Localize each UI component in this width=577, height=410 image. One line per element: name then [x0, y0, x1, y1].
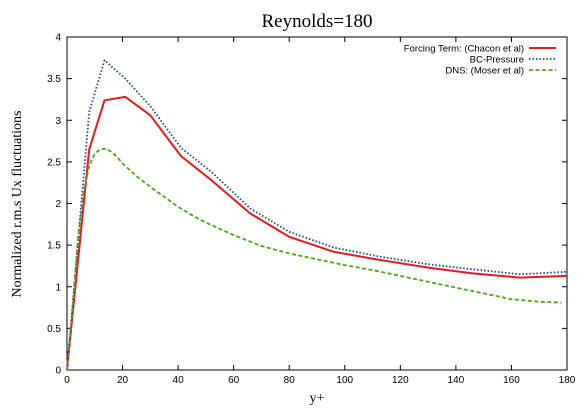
- chart-title: Reynolds=180: [262, 11, 373, 32]
- axis-ticks: 0 20 40 60 80 100 120 140 160 180 0 0.5 1 1.5 2 2.5 3 3.5…: [47, 33, 576, 387]
- x-axis-label: y+: [310, 391, 325, 406]
- plot-frame: [66, 36, 568, 371]
- y-tick-label: 0: [55, 366, 61, 377]
- legend: Forcing Term: (Chacon et al)BC-PressureD…: [404, 44, 556, 77]
- x-tick-label: 40: [173, 375, 185, 386]
- y-tick-label: 4: [55, 33, 61, 44]
- y-tick-label: 0.5: [47, 324, 61, 335]
- x-tick-label: 180: [559, 375, 576, 386]
- x-tick-label: 160: [503, 375, 520, 386]
- y-tick-label: 2: [55, 199, 61, 210]
- legend-label: BC-Pressure: [470, 55, 524, 66]
- x-tick-label: 20: [117, 375, 129, 386]
- legend-label: Forcing Term: (Chacon et al): [404, 44, 524, 55]
- y-tick-label: 1: [55, 282, 61, 293]
- legend-label: DNS: (Moser et al): [445, 66, 524, 77]
- x-tick-label: 80: [284, 375, 296, 386]
- y-tick-label: 3: [55, 116, 61, 127]
- y-tick-label: 1.5: [47, 241, 61, 252]
- series-layer: [66, 59, 568, 371]
- series-line-bc-pressure: [66, 59, 568, 371]
- x-tick-label: 0: [64, 375, 70, 386]
- series-line-dns-moser-et-al: [66, 147, 562, 371]
- y-axis-label: Normalized r.m.s Ux fluctuations: [10, 110, 25, 297]
- series-line-forcing-term-chacon-et-al: [66, 95, 568, 371]
- x-tick-label: 100: [336, 375, 353, 386]
- x-tick-label: 60: [228, 375, 240, 386]
- y-tick-label: 3.5: [47, 74, 61, 85]
- y-tick-label: 2.5: [47, 157, 61, 168]
- x-tick-label: 120: [392, 375, 409, 386]
- x-tick-label: 140: [448, 375, 465, 386]
